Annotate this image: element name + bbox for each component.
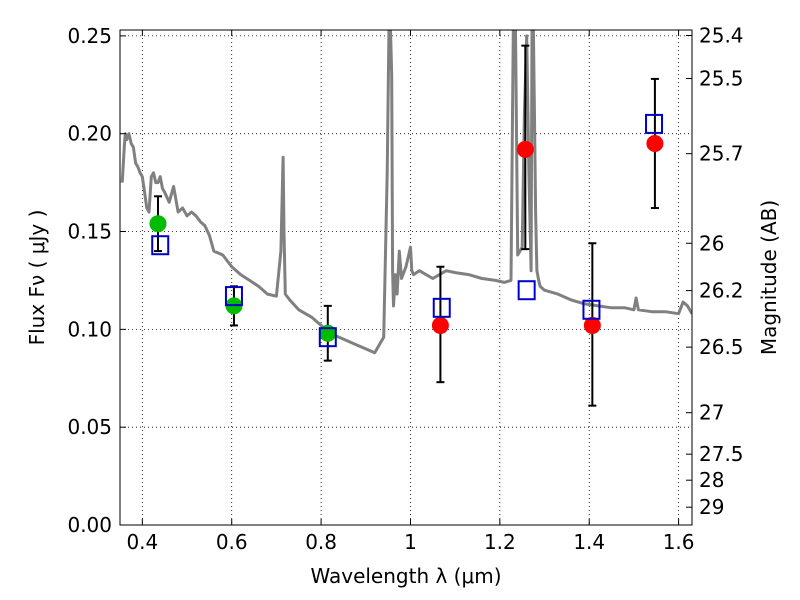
red-detection-point <box>646 134 664 152</box>
red-detection-point <box>583 316 601 334</box>
right-tick-label: 25.4 <box>699 23 744 47</box>
x-tick-label: 0.4 <box>126 530 158 554</box>
detection-layer <box>149 134 664 342</box>
y-tick-label: 0.05 <box>67 415 112 439</box>
errorbar-layer <box>153 44 659 407</box>
model-photometry-square <box>645 113 664 134</box>
model-photometry-square <box>432 297 451 318</box>
right-tick-label: 26.2 <box>699 279 744 303</box>
right-tick-label: 27 <box>699 401 724 425</box>
right-tick-label: 26.5 <box>699 335 744 359</box>
right-tick-label: 25.5 <box>699 67 744 91</box>
x-axis-label: Wavelength λ (μm) <box>310 564 501 588</box>
right-tick-label: 28 <box>699 468 724 492</box>
y-tick-label: 0.10 <box>67 317 112 341</box>
right-tick-label: 26 <box>699 231 724 255</box>
red-detection-point <box>516 140 534 158</box>
y-axis-right-label: Magnitude (AB) <box>757 200 781 355</box>
x-tick-label: 1.6 <box>663 530 695 554</box>
y-tick-label: 0.20 <box>67 122 112 146</box>
right-tick-label: 29 <box>699 495 724 519</box>
right-tick-label: 27.5 <box>699 442 744 466</box>
ticks: 0.4 0.6 0.8 1 1.2 1.4 1.6 0.00 0.05 0.10 0.15 0.20 0… <box>67 23 743 554</box>
plot-frame <box>119 29 693 526</box>
x-tick-label: 1.4 <box>573 530 605 554</box>
model-photometry-square <box>224 286 243 307</box>
model-photometry-square <box>517 280 536 301</box>
grid <box>120 30 692 525</box>
model-photometry-square <box>151 235 170 256</box>
y-tick-label: 0.25 <box>67 24 112 48</box>
y-tick-label: 0.00 <box>67 513 112 537</box>
green-detection-point <box>149 215 167 233</box>
model-sed-line <box>120 30 692 355</box>
model-photometry-square <box>582 299 601 320</box>
red-detection-point <box>431 316 449 334</box>
y-axis-label: Flux Fν ( μJy ) <box>25 210 49 346</box>
right-tick-label: 25.7 <box>699 142 744 166</box>
x-tick-label: 1 <box>404 530 417 554</box>
x-tick-label: 0.6 <box>216 530 248 554</box>
model-photometry-layer <box>151 113 664 348</box>
spectrum-layer <box>120 30 692 355</box>
y-tick-label: 0.15 <box>67 220 112 244</box>
model-photometry-square <box>318 327 337 348</box>
x-tick-label: 0.8 <box>305 530 337 554</box>
x-tick-label: 1.2 <box>484 530 516 554</box>
